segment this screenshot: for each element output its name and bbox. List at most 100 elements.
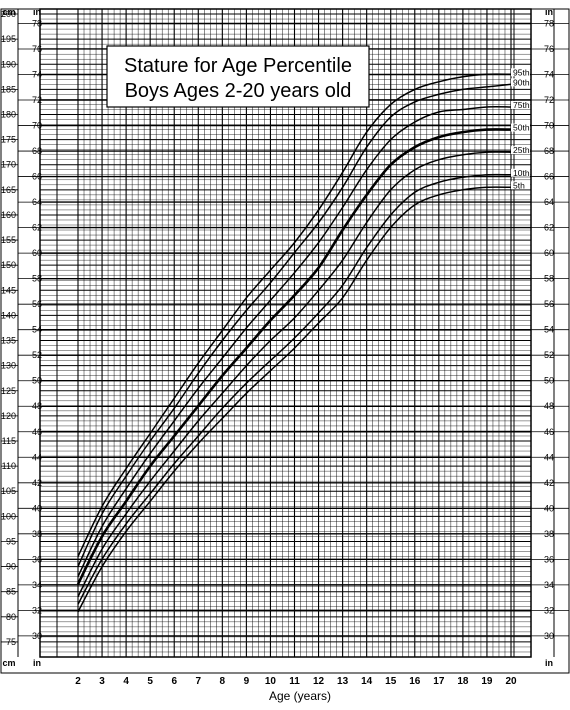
in-tick-label-left: 60 — [32, 248, 42, 258]
x-tick-label: 10 — [265, 676, 277, 687]
in-tick-label-right: 74 — [544, 70, 554, 80]
left-axis-scale: 75 80 85 90 95 100 105 110 115 120 125 130 135 140 145… — [1, 7, 553, 668]
x-tick-label: 20 — [505, 676, 517, 687]
in-tick-label-right: 66 — [544, 172, 554, 182]
percentile-label-95th: 95th — [513, 67, 530, 77]
x-tick-label: 12 — [313, 676, 325, 687]
x-tick-label: 7 — [195, 676, 201, 687]
outer-border — [0, 8, 570, 674]
in-unit-bottom-left: in — [33, 658, 41, 668]
percentile-label-bg-95th — [511, 68, 530, 77]
percentile-curve-75th — [77, 106, 512, 577]
cm-tick-label: 165 — [1, 185, 16, 195]
in-tick-label-right: 64 — [544, 197, 554, 207]
chart-title-box: Stature for Age Percentile Boys Ages 2-2… — [106, 45, 370, 108]
in-tick-label-left: 46 — [32, 427, 42, 437]
percentile-label-90th: 90th — [513, 77, 530, 87]
in-tick-label-left: 38 — [32, 529, 42, 539]
cm-tick-label: 95 — [6, 536, 16, 546]
in-tick-label-right: 34 — [544, 580, 554, 590]
percentile-label-10th: 10th — [513, 168, 530, 178]
in-tick-label-left: 64 — [32, 197, 42, 207]
cm-tick-label: 190 — [1, 59, 16, 69]
percentile-curve-95th — [77, 73, 512, 557]
major-gridlines — [0, 8, 570, 674]
percentile-label-bg-10th — [511, 168, 530, 177]
cm-tick-label: 140 — [1, 310, 16, 320]
in-tick-label-right: 46 — [544, 427, 554, 437]
cm-tick-label: 150 — [1, 260, 16, 270]
in-tick-label-right: 52 — [544, 350, 554, 360]
cm-tick-label: 120 — [1, 411, 16, 421]
x-axis-scale: 2 3 4 5 6 7 8 9 10 11 12 13 14 15 16 17 18 19 20 — [75, 676, 517, 687]
in-tick-label-right: 54 — [544, 325, 554, 335]
x-tick-label: 8 — [220, 676, 226, 687]
in-tick-label-right: 40 — [544, 503, 554, 513]
in-tick-label-left: 68 — [32, 146, 42, 156]
percentile-curve-50th — [76, 128, 512, 585]
percentile-label-bg-75th — [511, 100, 530, 109]
in-tick-label-left: 76 — [32, 44, 42, 54]
cm-tick-label: 200 — [1, 9, 16, 19]
in-tick-label-right: 32 — [544, 605, 554, 615]
percentile-label-50th: 50th — [513, 123, 530, 133]
x-tick-label: 9 — [244, 676, 250, 687]
in-unit-top-right: in — [545, 7, 553, 17]
percentile-label-bg-50th — [511, 123, 530, 132]
in-tick-label-right: 68 — [544, 146, 554, 156]
in-tick-label-left: 72 — [32, 95, 42, 105]
in-tick-label-right: 50 — [544, 376, 554, 386]
cm-tick-label: 110 — [2, 461, 16, 471]
in-tick-label-right: 72 — [544, 95, 554, 105]
x-tick-label: 11 — [289, 676, 300, 687]
cm-tick-label: 100 — [1, 511, 16, 521]
in-tick-label-left: 54 — [32, 325, 42, 335]
percentile-label-bg-90th — [511, 78, 530, 87]
cm-unit-top: cm — [2, 7, 15, 17]
x-tick-label: 15 — [385, 676, 397, 687]
in-tick-label-left: 32 — [32, 605, 42, 615]
in-unit-bottom-right: in — [545, 658, 553, 668]
in-tick-label-right: 60 — [544, 248, 554, 258]
x-tick-label: 5 — [147, 676, 153, 687]
cm-tick-label: 195 — [1, 34, 16, 44]
chart-title-background — [106, 45, 370, 108]
chart-title-line-1: Stature for Age Percentile — [124, 55, 352, 77]
in-tick-label-left: 36 — [32, 554, 42, 564]
in-tick-label-left: 58 — [32, 274, 42, 284]
percentile-label-25th: 25th — [513, 145, 530, 155]
cm-tick-label: 185 — [1, 84, 16, 94]
in-tick-label-left: 78 — [32, 18, 42, 28]
cm-tick-label: 90 — [6, 562, 16, 572]
cm-tick-label: 175 — [1, 135, 16, 145]
cm-tick-label: 80 — [6, 612, 16, 622]
cm-tick-label: 105 — [1, 486, 16, 496]
in-tick-label-left: 66 — [32, 172, 42, 182]
x-tick-label: 4 — [123, 676, 129, 687]
in-tick-label-left: 50 — [32, 376, 42, 386]
in-tick-label-right: 30 — [544, 631, 554, 641]
cm-tick-label: 115 — [2, 436, 16, 446]
percentile-label-bg-25th — [511, 146, 530, 155]
cm-tick-label: 135 — [1, 336, 16, 346]
in-tick-label-left: 52 — [32, 350, 42, 360]
in-tick-label-left: 70 — [32, 121, 42, 131]
chart-title-line-2: Boys Ages 2-20 years old — [125, 80, 352, 102]
percentile-curve-5th — [77, 186, 512, 613]
cm-tick-label: 155 — [1, 235, 16, 245]
in-tick-label-left: 40 — [32, 503, 42, 513]
in-tick-label-left: 74 — [32, 70, 42, 80]
x-tick-label: 16 — [409, 676, 421, 687]
x-tick-label: 3 — [99, 676, 105, 687]
right-axis-scale: 30 32 34 36 38 40 42 44 46 48 50 52 54 56 58 60 62 64 66 68… — [514, 18, 569, 641]
cm-tick-label: 85 — [6, 587, 16, 597]
in-tick-label-right: 76 — [544, 44, 554, 54]
in-tick-label-right: 70 — [544, 121, 554, 131]
percentile-label-bg-5th — [511, 181, 530, 190]
percentile-label-75th: 75th — [513, 100, 530, 110]
cm-tick-label: 160 — [1, 210, 16, 220]
cm-tick-label: 170 — [1, 160, 16, 170]
in-tick-label-left: 44 — [32, 452, 42, 462]
